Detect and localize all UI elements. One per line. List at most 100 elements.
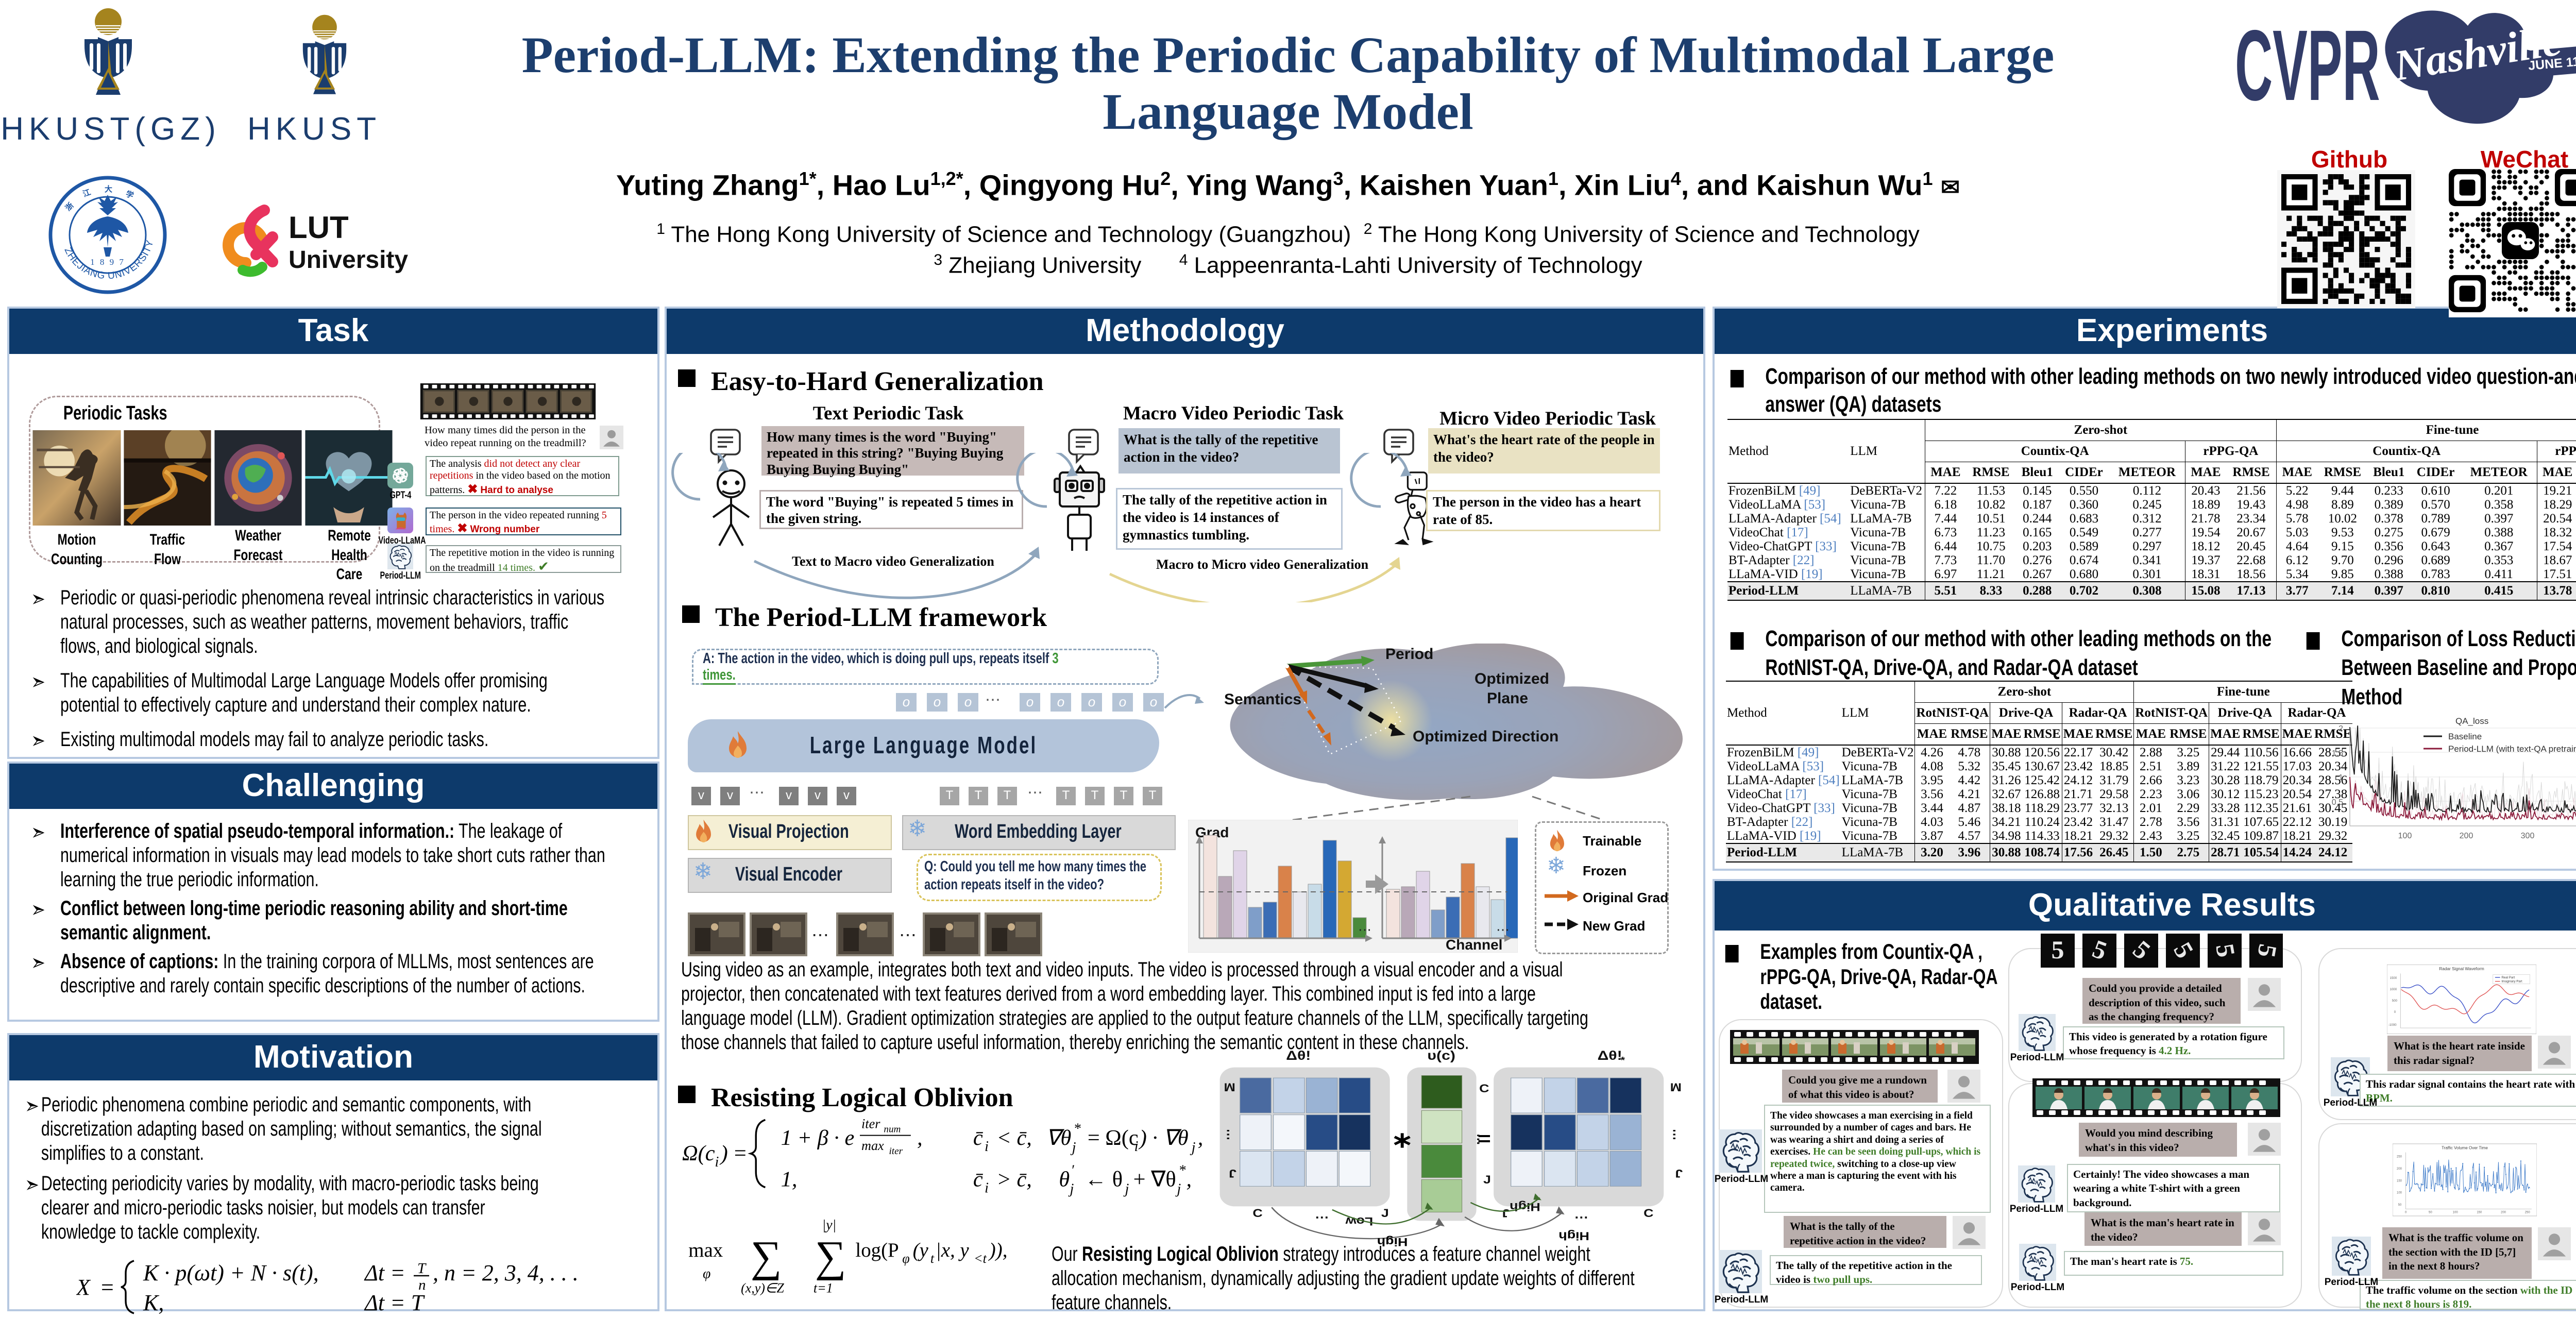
svg-text:φ: φ <box>703 1266 710 1282</box>
svg-text:250: 250 <box>2397 1156 2402 1159</box>
svg-text:J: J <box>1502 1207 1510 1219</box>
svg-text:QA_loss: QA_loss <box>2455 716 2488 726</box>
svg-text:+ ∇θ: + ∇θ <box>1133 1167 1176 1191</box>
svg-text:Radar Signal Waveform: Radar Signal Waveform <box>2439 967 2484 971</box>
svg-text:∇θ: ∇θ <box>1046 1126 1071 1150</box>
svg-text:0.5: 0.5 <box>2332 798 2343 807</box>
svg-text:,: , <box>1187 1167 1192 1191</box>
svg-text:University: University <box>289 246 408 274</box>
svg-text:⋯: ⋯ <box>1574 1211 1588 1223</box>
svg-text:υ(c): υ(c) <box>1427 1048 1455 1062</box>
svg-text:-1000: -1000 <box>2388 1023 2397 1027</box>
svg-text:High: High <box>1377 1235 1408 1247</box>
svg-text:⋯: ⋯ <box>1221 1129 1235 1140</box>
svg-text:X: X <box>76 1275 91 1300</box>
svg-text:num: num <box>884 1124 901 1135</box>
svg-text:大: 大 <box>105 184 112 194</box>
svg-text:∗: ∗ <box>1391 1128 1413 1153</box>
svg-text:i: i <box>985 1180 989 1196</box>
svg-text:High: High <box>1558 1229 1589 1242</box>
svg-text:Period: Period <box>1385 646 1433 663</box>
svg-text:LUT: LUT <box>289 210 349 245</box>
svg-text:Optimized Direction: Optimized Direction <box>1413 728 1558 745</box>
svg-text:200: 200 <box>2397 1168 2402 1171</box>
svg-text:M: M <box>1224 1080 1235 1093</box>
svg-text:log(P: log(P <box>855 1239 899 1261</box>
svg-text:⋯: ⋯ <box>899 925 917 945</box>
svg-text:,: , <box>1198 1126 1204 1150</box>
svg-text:c̄: c̄ <box>973 1126 984 1150</box>
svg-text:′: ′ <box>1071 1162 1075 1178</box>
svg-text:CVPR: CVPR <box>2235 9 2380 121</box>
svg-text:浙: 浙 <box>63 200 75 212</box>
svg-text:⋯: ⋯ <box>1358 922 1371 937</box>
svg-text:T: T <box>417 1260 427 1277</box>
svg-text:K,: K, <box>143 1290 164 1315</box>
svg-text:Δθ!: Δθ! <box>1598 1048 1622 1062</box>
svg-text:)),: )), <box>988 1239 1008 1261</box>
svg-text:Δθ!: Δθ! <box>1286 1048 1311 1062</box>
svg-text:K · p(ωt) + N · s(t),: K · p(ωt) + N · s(t), <box>143 1260 319 1286</box>
svg-text:=: = <box>101 1275 114 1300</box>
svg-text:150: 150 <box>2477 1211 2482 1214</box>
svg-text:150: 150 <box>2397 1179 2402 1182</box>
svg-text:Traffic Volume Over Time: Traffic Volume Over Time <box>2442 1146 2488 1151</box>
svg-text:=: = <box>1478 1128 1491 1149</box>
svg-text:(y: (y <box>913 1239 929 1261</box>
svg-text:*: * <box>1620 1055 1625 1066</box>
svg-text:): ) <box>720 1141 728 1165</box>
svg-text:300: 300 <box>2521 832 2535 840</box>
svg-text:∑: ∑ <box>751 1232 782 1281</box>
svg-text:Δt = T: Δt = T <box>364 1290 426 1315</box>
svg-text:C: C <box>1479 1083 1489 1095</box>
svg-text:1500: 1500 <box>2390 976 2397 980</box>
svg-text:200: 200 <box>2460 832 2473 840</box>
svg-text:50: 50 <box>2429 1211 2432 1214</box>
svg-text:j: j <box>1070 1140 1076 1156</box>
svg-text:n: n <box>418 1277 426 1293</box>
svg-text:0: 0 <box>2394 1010 2396 1014</box>
svg-text:max: max <box>688 1239 723 1261</box>
svg-text:1.5: 1.5 <box>2332 749 2343 758</box>
svg-text:*: * <box>1178 1162 1186 1178</box>
svg-text:Semantics: Semantics <box>1224 691 1301 708</box>
svg-text:|y|: |y| <box>822 1217 837 1233</box>
svg-text:iter: iter <box>861 1117 880 1131</box>
svg-text:φ: φ <box>902 1251 909 1266</box>
svg-text:Period-LLM (with text-QA pretr: Period-LLM (with text-QA pretraining and… <box>2448 744 2576 754</box>
svg-text:c̄: c̄ <box>973 1167 984 1191</box>
svg-text:J: J <box>1381 1207 1389 1220</box>
svg-text:Imaginary Part: Imaginary Part <box>2501 980 2522 984</box>
svg-text:Ω(c: Ω(c <box>682 1141 715 1165</box>
svg-text:max: max <box>861 1138 884 1153</box>
svg-text:1 8 9 7: 1 8 9 7 <box>90 257 125 267</box>
svg-text:|x, y: |x, y <box>936 1239 969 1261</box>
svg-text:50: 50 <box>2398 1204 2402 1207</box>
svg-text:(x,y)∈Z: (x,y)∈Z <box>741 1280 784 1295</box>
svg-text:C: C <box>1643 1207 1654 1220</box>
svg-text:i: i <box>1134 1139 1139 1155</box>
svg-text:1 + β · e: 1 + β · e <box>781 1126 855 1150</box>
svg-text:∑: ∑ <box>815 1232 846 1281</box>
svg-text:M: M <box>1670 1080 1682 1093</box>
svg-text:1,: 1, <box>781 1167 798 1191</box>
svg-text:> c̄,: > c̄, <box>996 1167 1032 1191</box>
svg-text:200: 200 <box>2501 1211 2506 1214</box>
svg-text:=: = <box>734 1141 747 1165</box>
svg-text:j: j <box>1190 1140 1196 1156</box>
svg-text:iter: iter <box>889 1146 903 1157</box>
svg-text:Plane: Plane <box>1487 690 1528 707</box>
svg-text:← θ: ← θ <box>1085 1167 1123 1191</box>
svg-text:100: 100 <box>2398 832 2412 840</box>
svg-text:Δt =: Δt = <box>364 1260 405 1286</box>
svg-text:100: 100 <box>2453 1211 2459 1214</box>
svg-text:, n = 2, 3, 4, . . .: , n = 2, 3, 4, . . . <box>433 1260 579 1286</box>
svg-text:500: 500 <box>2392 999 2398 1003</box>
svg-text:0: 0 <box>2405 1211 2407 1214</box>
svg-text:⋯: ⋯ <box>1667 1129 1682 1140</box>
svg-text:5: 5 <box>2052 935 2064 964</box>
svg-text:学: 学 <box>125 189 135 200</box>
svg-text:<t: <t <box>974 1251 987 1266</box>
svg-text:t=1: t=1 <box>814 1280 833 1295</box>
svg-text:J: J <box>1483 1174 1491 1186</box>
